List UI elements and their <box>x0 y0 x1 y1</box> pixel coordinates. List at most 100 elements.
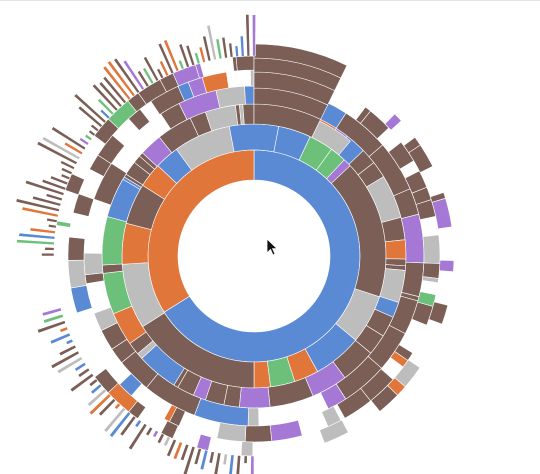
sunburst-fine-segment[interactable] <box>185 44 196 67</box>
sunburst-fine-segment[interactable] <box>163 39 180 73</box>
sunburst-fine-segment[interactable] <box>44 246 55 251</box>
sunburst-fine-segment[interactable] <box>222 453 228 466</box>
sunburst-fine-segment[interactable] <box>102 65 132 101</box>
sunburst-fine-segment[interactable] <box>199 449 209 471</box>
sunburst-fine-segment[interactable] <box>198 46 206 64</box>
sunburst-fine-segment[interactable] <box>59 326 69 333</box>
sunburst-outer-segment[interactable] <box>370 385 398 412</box>
sunburst-fine-segment[interactable] <box>56 356 84 375</box>
sunburst-outer-segment[interactable] <box>240 441 254 457</box>
sunburst-fine-segment[interactable] <box>213 452 222 474</box>
sunburst-outer-segment[interactable] <box>196 433 212 452</box>
sunburst-fine-segment[interactable] <box>73 93 107 124</box>
sunburst-arcs[interactable] <box>15 14 455 474</box>
sunburst-fine-segment[interactable] <box>36 140 78 165</box>
sunburst-fine-segment[interactable] <box>18 232 56 240</box>
sunburst-outer-segment[interactable] <box>235 55 255 72</box>
sunburst-fine-segment[interactable] <box>106 60 136 98</box>
sunburst-fine-segment[interactable] <box>156 432 165 444</box>
sunburst-fine-segment[interactable] <box>250 455 255 474</box>
sunburst-fine-segment[interactable] <box>245 14 251 57</box>
sunburst-fine-segment[interactable] <box>47 223 57 229</box>
sunburst-fine-segment[interactable] <box>127 422 148 451</box>
sunburst-outer-segment[interactable] <box>201 71 230 94</box>
sunburst-fine-segment[interactable] <box>58 344 77 357</box>
sunburst-outer-segment[interactable] <box>242 103 255 125</box>
sunburst-outer-segment[interactable] <box>72 193 95 217</box>
sunburst-outer-segment[interactable] <box>421 276 439 284</box>
sunburst-fine-segment[interactable] <box>59 160 76 170</box>
sunburst-fine-segment[interactable] <box>15 198 60 213</box>
sunburst-outer-segment[interactable] <box>319 419 349 444</box>
sunburst-fine-segment[interactable] <box>46 217 58 223</box>
sunburst-fine-segment[interactable] <box>152 429 159 438</box>
sunburst-fine-segment[interactable] <box>228 42 234 58</box>
sunburst-fine-segment[interactable] <box>77 105 104 128</box>
sunburst-outer-segment[interactable] <box>93 162 127 206</box>
sunburst-fine-segment[interactable] <box>65 338 74 346</box>
sunburst-fine-segment[interactable] <box>122 59 145 91</box>
sunburst-fine-segment[interactable] <box>49 175 69 186</box>
sunburst-fine-segment[interactable] <box>84 133 93 142</box>
sunburst-outer-segment[interactable] <box>216 422 247 443</box>
sunburst-fine-segment[interactable] <box>239 35 245 57</box>
sunburst-fine-segment[interactable] <box>182 445 196 474</box>
sunburst-fine-segment[interactable] <box>235 455 242 474</box>
sunburst-outer-segment[interactable] <box>94 368 119 394</box>
sunburst-outer-segment[interactable] <box>422 262 441 279</box>
sunburst-outer-segment[interactable] <box>360 110 390 140</box>
sunburst-outer-segment[interactable] <box>428 301 449 325</box>
sunburst-fine-segment[interactable] <box>32 195 62 207</box>
sunburst-outer-segment[interactable] <box>408 144 434 173</box>
sunburst-fine-segment[interactable] <box>243 455 248 464</box>
sunburst-fine-segment[interactable] <box>206 24 217 61</box>
sunburst-fine-segment[interactable] <box>90 123 100 133</box>
sunburst-fine-segment[interactable] <box>108 411 132 438</box>
sunburst-fine-segment[interactable] <box>16 239 55 246</box>
sunburst-outer-segment[interactable] <box>244 424 273 443</box>
sunburst-fine-segment[interactable] <box>60 173 71 181</box>
sunburst-fine-segment[interactable] <box>119 415 137 437</box>
sunburst-fine-segment[interactable] <box>21 206 59 218</box>
sunburst-fine-segment[interactable] <box>98 397 117 417</box>
sunburst-outer-segment[interactable] <box>247 407 260 427</box>
sunburst-fine-segment[interactable] <box>45 193 63 202</box>
sunburst-fine-segment[interactable] <box>77 367 91 378</box>
sunburst-outer-segment[interactable] <box>67 236 86 261</box>
sunburst-fine-segment[interactable] <box>90 383 103 395</box>
sunburst-ring2-segment[interactable] <box>253 360 271 389</box>
sunburst-fine-segment[interactable] <box>172 441 184 460</box>
sunburst-fine-segment[interactable] <box>88 393 112 416</box>
sunburst-outer-segment[interactable] <box>269 419 303 442</box>
sunburst-fine-segment[interactable] <box>215 38 223 60</box>
sunburst-fine-segment[interactable] <box>193 52 201 65</box>
sunburst-fine-segment[interactable] <box>41 136 81 161</box>
sunburst-fine-segment[interactable] <box>113 402 122 410</box>
sunburst-fine-segment[interactable] <box>88 378 99 388</box>
sunburst-outer-segment[interactable] <box>311 120 351 156</box>
sunburst-outer-segment[interactable] <box>336 388 372 419</box>
sunburst-fine-segment[interactable] <box>252 14 256 57</box>
sunburst-fine-segment[interactable] <box>202 35 212 62</box>
sunburst-fine-segment[interactable] <box>42 313 64 324</box>
sunburst-fine-segment[interactable] <box>158 60 170 77</box>
sunburst-outer-segment[interactable] <box>439 259 455 273</box>
sunburst-fine-segment[interactable] <box>41 307 63 317</box>
sunburst-fine-segment[interactable] <box>178 43 190 68</box>
sunburst-outer-segment[interactable] <box>384 239 407 260</box>
sunburst-fine-segment[interactable] <box>234 45 239 58</box>
sunburst-fine-segment[interactable] <box>227 454 235 474</box>
sunburst-fine-segment[interactable] <box>63 141 84 156</box>
sunburst-fine-segment[interactable] <box>86 388 107 407</box>
sunburst-fine-segment[interactable] <box>41 178 67 191</box>
sunburst-fine-segment[interactable] <box>50 126 87 151</box>
sunburst-outer-segment[interactable] <box>56 220 72 228</box>
sunburst-outer-segment[interactable] <box>67 259 87 289</box>
sunburst-outer-segment[interactable] <box>97 134 126 165</box>
sunburst-outer-segment[interactable] <box>384 113 402 131</box>
sunburst-outer-segment[interactable] <box>83 252 104 276</box>
sunburst-fine-segment[interactable] <box>136 70 150 88</box>
sunburst-fine-segment[interactable] <box>36 320 67 334</box>
sunburst-fine-segment[interactable] <box>49 332 71 345</box>
sunburst-outer-segment[interactable] <box>431 197 453 230</box>
